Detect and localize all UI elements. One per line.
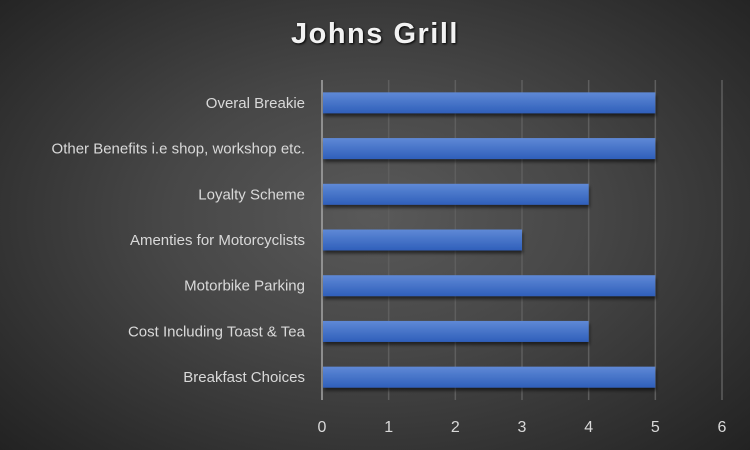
category-label: Other Benefits i.e shop, workshop etc. (52, 141, 305, 158)
category-label: Loyalty Scheme (198, 186, 305, 203)
bar (323, 275, 656, 297)
x-tick-label: 6 (718, 419, 727, 436)
chart-title: Johns Grill (291, 18, 459, 50)
bar (323, 183, 589, 205)
x-tick-label: 4 (584, 419, 593, 436)
x-tick-label: 0 (318, 419, 327, 436)
bar (323, 229, 522, 251)
bar (323, 92, 656, 114)
x-tick-label: 5 (651, 419, 660, 436)
category-label: Amenties for Motorcyclists (130, 232, 305, 249)
bar (323, 138, 656, 160)
bar (323, 366, 656, 388)
x-tick-label: 2 (451, 419, 460, 436)
category-label: Motorbike Parking (184, 278, 305, 295)
category-label: Cost Including Toast & Tea (128, 323, 306, 340)
category-label: Overal Breakie (206, 95, 305, 112)
x-tick-label: 3 (518, 419, 527, 436)
category-label: Breakfast Choices (183, 369, 305, 386)
bar (323, 320, 589, 342)
x-tick-label: 1 (384, 419, 393, 436)
